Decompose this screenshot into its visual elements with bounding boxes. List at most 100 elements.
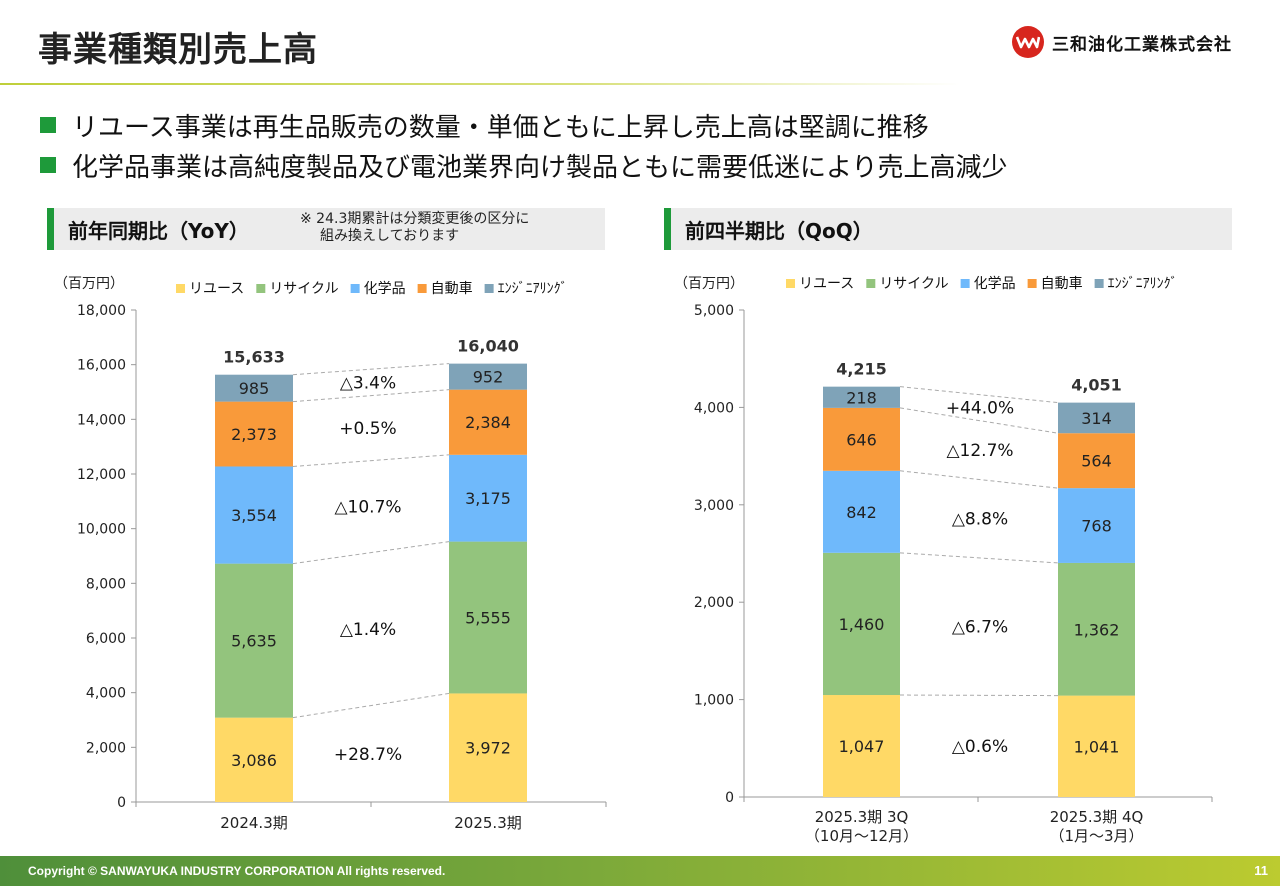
y-tick-label: 2,000 bbox=[86, 740, 126, 756]
total-label: 15,633 bbox=[223, 348, 285, 367]
data-label: 768 bbox=[1081, 517, 1112, 536]
connector-line bbox=[899, 694, 1059, 697]
y-tick-label: 1,000 bbox=[694, 693, 734, 709]
legend-label: 化学品 bbox=[974, 276, 1016, 292]
x-category-label: 2025.3期 3Q bbox=[815, 808, 909, 826]
yoy-note-line-1: ※ 24.3期累計は分類変更後の区分に bbox=[300, 211, 530, 227]
data-label: 842 bbox=[846, 503, 877, 522]
total-label: 16,040 bbox=[457, 337, 519, 356]
data-label: 2,384 bbox=[465, 413, 511, 432]
bar-segment-3 bbox=[823, 470, 900, 553]
y-tick-label: 2,000 bbox=[694, 595, 734, 611]
data-label: 564 bbox=[1081, 452, 1112, 471]
bar-segment-1 bbox=[449, 693, 527, 802]
data-label: 3,972 bbox=[465, 739, 511, 758]
square-bullet-icon bbox=[40, 117, 56, 133]
connector-line bbox=[899, 470, 1059, 489]
change-label: △10.7% bbox=[334, 498, 401, 518]
qoq-section-title: 前四半期比（QoQ） bbox=[685, 218, 873, 243]
data-label: 218 bbox=[846, 388, 877, 407]
change-label: +44.0% bbox=[946, 399, 1014, 419]
page-number: 11 bbox=[1254, 863, 1268, 878]
company-logo-icon bbox=[1012, 26, 1044, 58]
change-label: +28.7% bbox=[334, 745, 402, 765]
legend-swatch bbox=[350, 284, 360, 293]
y-tick-label: 18,000 bbox=[77, 303, 126, 319]
connector-line bbox=[899, 407, 1059, 434]
legend-swatch bbox=[256, 284, 266, 293]
data-label: 1,047 bbox=[839, 737, 885, 756]
total-label: 4,215 bbox=[836, 360, 887, 379]
x-category-label: 2025.3期 bbox=[454, 814, 522, 832]
bar-segment-5 bbox=[1058, 402, 1135, 434]
title-underline bbox=[0, 83, 960, 85]
data-label: 646 bbox=[846, 430, 877, 449]
x-category-label: （10月～12月） bbox=[805, 827, 918, 845]
bar-segment-2 bbox=[449, 541, 527, 694]
connector-line bbox=[292, 692, 450, 719]
y-tick-label: 8,000 bbox=[86, 576, 126, 592]
x-category-label: 2025.3期 4Q bbox=[1050, 808, 1144, 826]
bar-segment-4 bbox=[1058, 433, 1135, 489]
legend-label: ｴﾝｼﾞﾆｱﾘﾝｸﾞ bbox=[498, 281, 568, 297]
square-bullet-icon bbox=[40, 157, 56, 173]
x-category-label: 2024.3期 bbox=[220, 814, 288, 832]
bar-segment-4 bbox=[449, 389, 527, 455]
legend-label: リサイクル bbox=[879, 276, 948, 292]
y-unit-label: （百万円） bbox=[674, 276, 744, 292]
footer-bar: Copyright © SANWAYUKA INDUSTRY CORPORATI… bbox=[0, 856, 1280, 886]
data-label: 3,086 bbox=[231, 751, 277, 770]
bar-segment-3 bbox=[215, 466, 293, 564]
change-label: △3.4% bbox=[340, 373, 396, 393]
yoy-section-title: 前年同期比（YoY） bbox=[68, 218, 249, 243]
data-label: 3,554 bbox=[231, 506, 277, 525]
legend-label: 自動車 bbox=[431, 280, 473, 297]
data-label: 2,373 bbox=[231, 425, 277, 444]
change-label: △6.7% bbox=[952, 618, 1008, 638]
change-label: +0.5% bbox=[339, 419, 396, 439]
connector-line bbox=[292, 454, 450, 467]
data-label: 5,635 bbox=[231, 632, 277, 651]
legend-swatch bbox=[484, 284, 494, 293]
data-label: 952 bbox=[473, 368, 504, 387]
legend-swatch bbox=[866, 279, 876, 288]
legend-swatch bbox=[786, 279, 795, 288]
y-tick-label: 16,000 bbox=[77, 358, 126, 374]
data-label: 1,460 bbox=[839, 615, 885, 634]
bar-segment-2 bbox=[1058, 562, 1135, 696]
data-label: 314 bbox=[1081, 409, 1112, 428]
bar-segment-3 bbox=[449, 454, 527, 542]
data-label: 5,555 bbox=[465, 609, 511, 628]
bar-segment-4 bbox=[823, 407, 900, 471]
y-tick-label: 14,000 bbox=[77, 412, 126, 428]
bar-segment-2 bbox=[823, 552, 900, 696]
bar-segment-1 bbox=[1058, 695, 1135, 797]
yoy-note-line-2: 組み換えしております bbox=[320, 228, 460, 244]
qoq-section-header: 前四半期比（QoQ） bbox=[664, 208, 1232, 250]
y-tick-label: 10,000 bbox=[77, 522, 126, 538]
legend-label: ｴﾝｼﾞﾆｱﾘﾝｸﾞ bbox=[1108, 276, 1178, 292]
y-tick-label: 4,000 bbox=[86, 686, 126, 702]
legend-label: リユース bbox=[189, 281, 244, 297]
copyright-text: Copyright © SANWAYUKA INDUSTRY CORPORATI… bbox=[28, 864, 446, 878]
bar-segment-5 bbox=[823, 386, 900, 408]
legend-swatch bbox=[1027, 279, 1037, 288]
legend-label: 自動車 bbox=[1041, 275, 1083, 292]
bar-segment-1 bbox=[215, 717, 293, 802]
legend-label: リユース bbox=[799, 276, 854, 292]
change-label: △8.8% bbox=[952, 510, 1008, 530]
bullet-text: 化学品事業は高純度製品及び電池業界向け製品ともに需要低迷により売上高減少 bbox=[72, 152, 1008, 183]
y-tick-label: 0 bbox=[725, 790, 734, 806]
legend-label: リサイクル bbox=[269, 281, 338, 297]
yoy-note: ※ 24.3期累計は分類変更後の区分に 組み換えしております bbox=[300, 211, 529, 245]
data-label: 1,362 bbox=[1074, 620, 1120, 639]
bar-segment-3 bbox=[1058, 488, 1135, 563]
legend-label: 化学品 bbox=[364, 281, 406, 297]
bullet-text: リユース事業は再生品販売の数量・単価ともに上昇し売上高は堅調に推移 bbox=[72, 112, 929, 143]
y-tick-label: 3,000 bbox=[694, 498, 734, 514]
data-label: 985 bbox=[239, 379, 270, 398]
change-label: △1.4% bbox=[340, 620, 396, 640]
connector-line bbox=[292, 389, 450, 403]
legend-swatch bbox=[960, 279, 970, 288]
